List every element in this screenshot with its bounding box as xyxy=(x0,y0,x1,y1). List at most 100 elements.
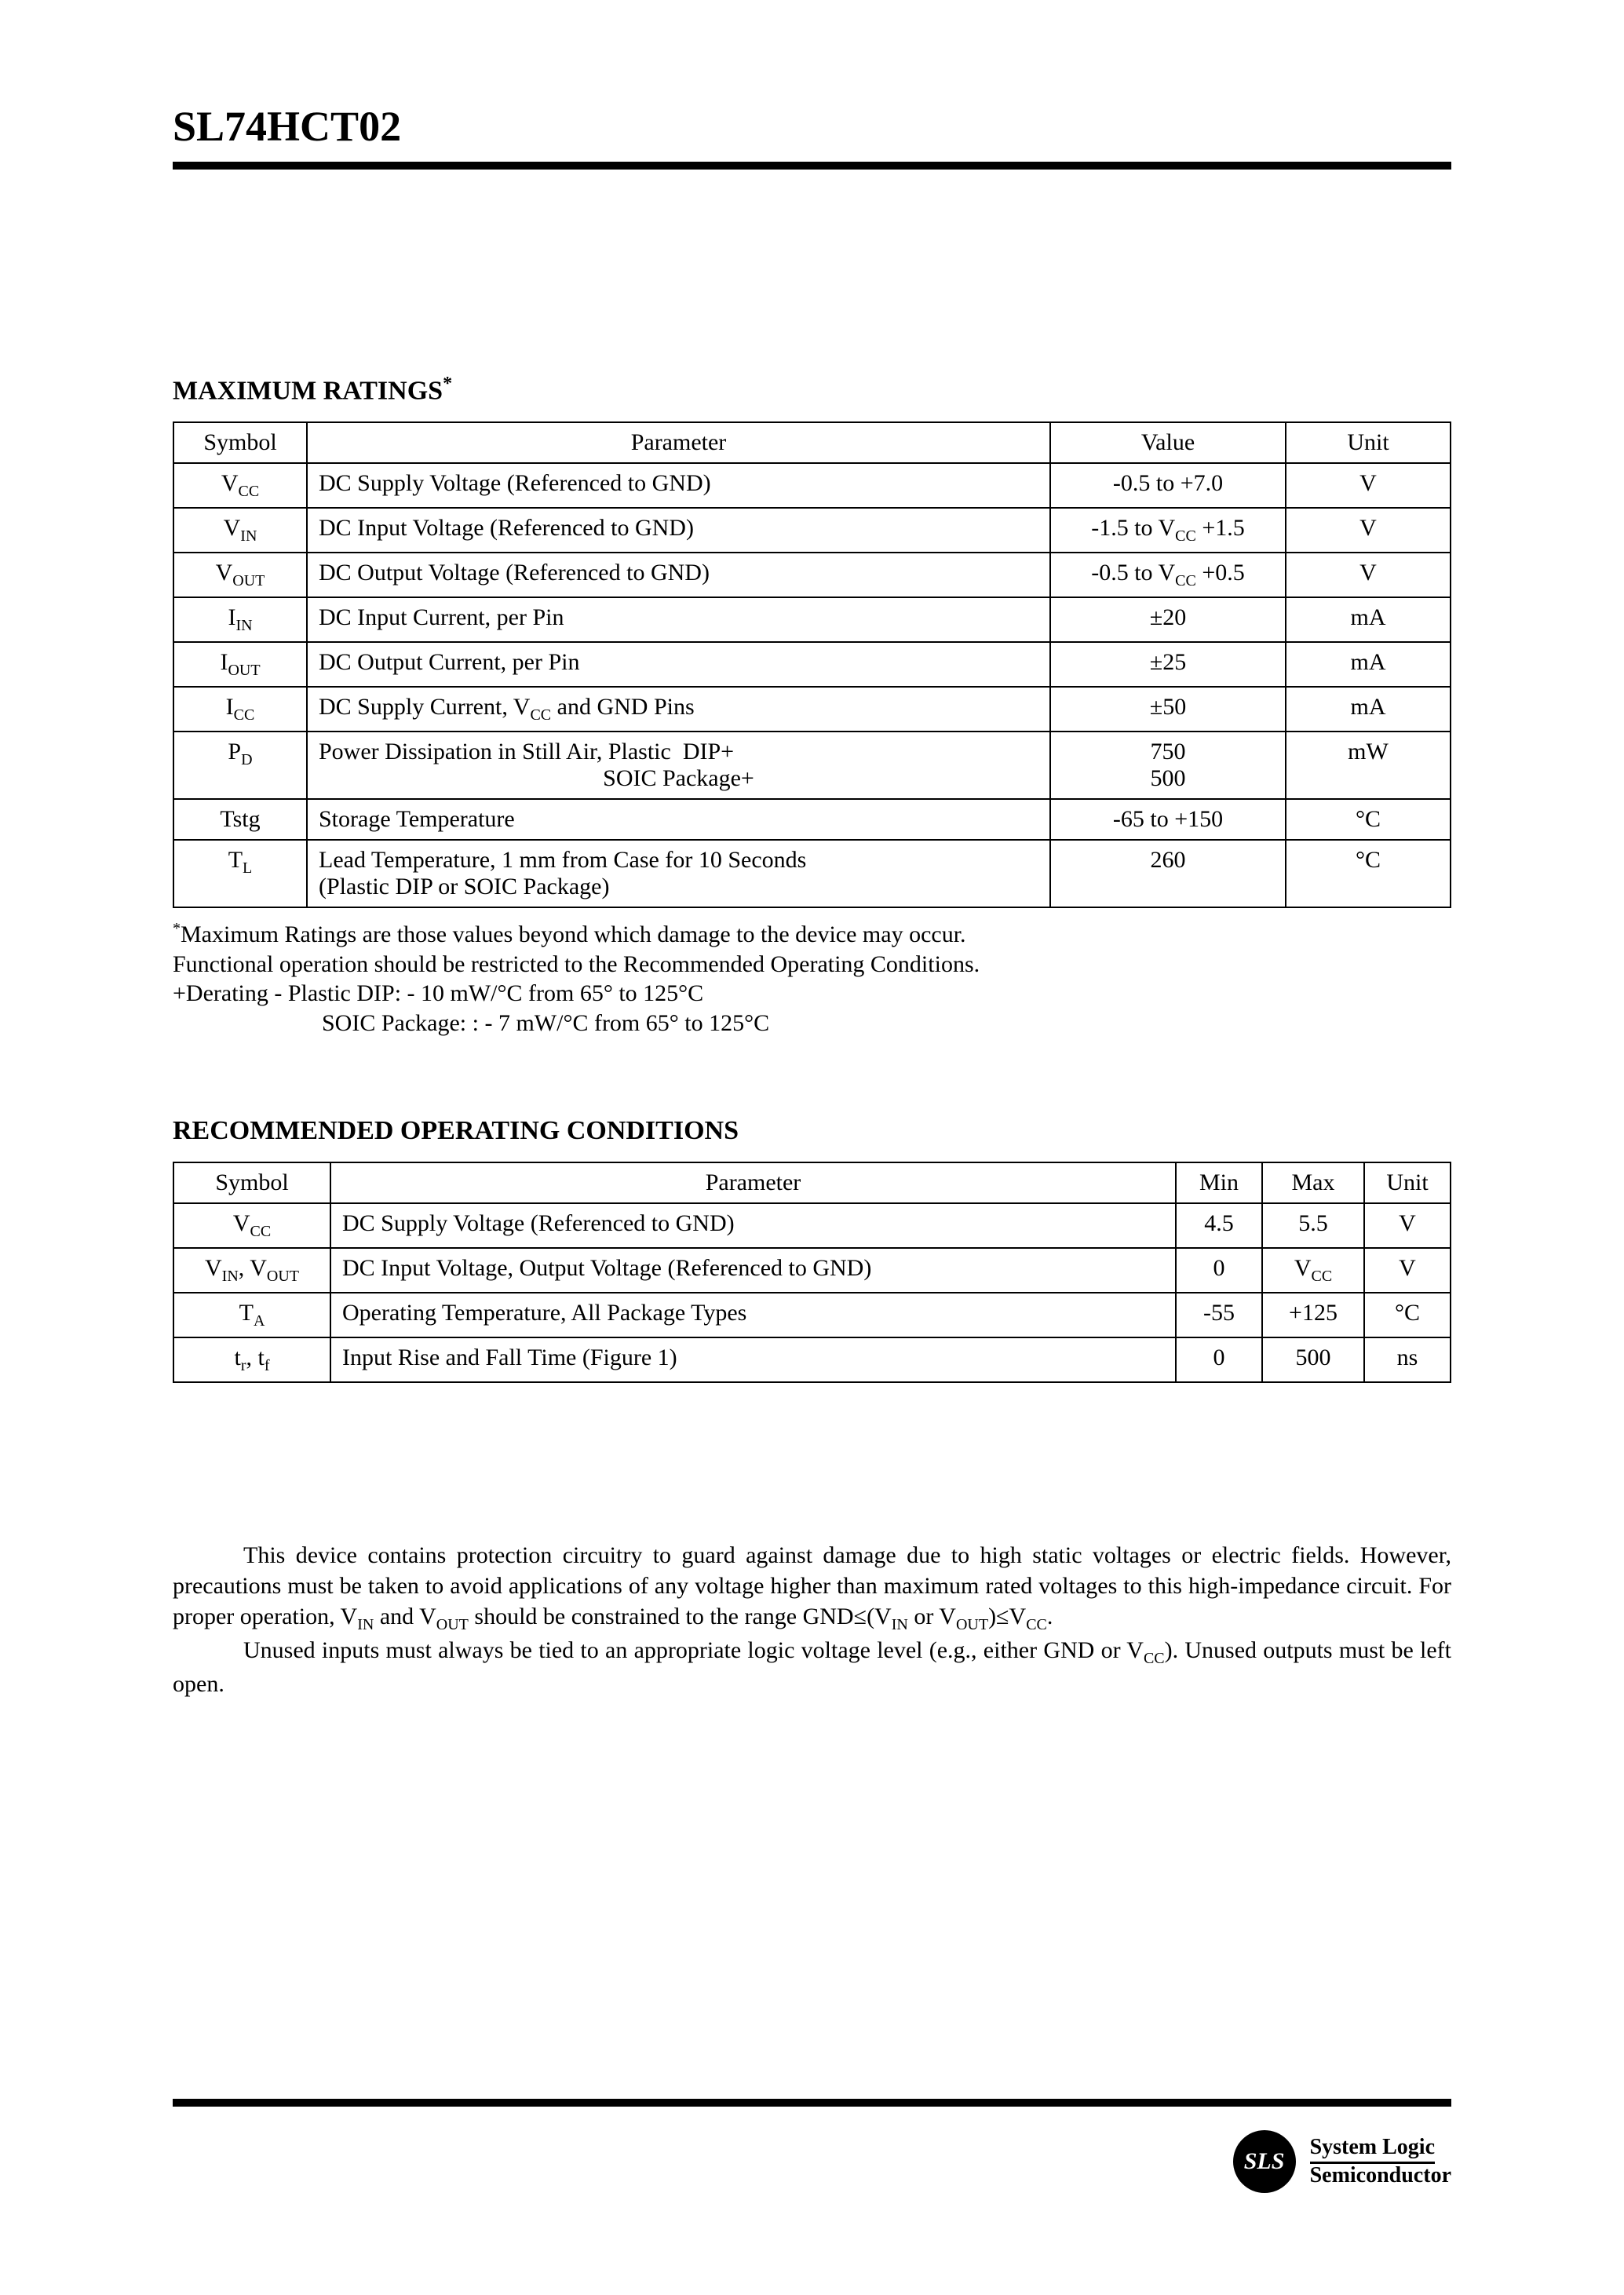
table-row: tr, tfInput Rise and Fall Time (Figure 1… xyxy=(173,1337,1451,1382)
parameter-cell: DC Supply Voltage (Referenced to GND) xyxy=(330,1203,1176,1248)
body-paragraphs: This device contains protection circuitr… xyxy=(173,1540,1451,1699)
max-cell: 5.5 xyxy=(1262,1203,1364,1248)
value-cell: ±20 xyxy=(1050,597,1286,642)
unit-cell: mW xyxy=(1286,732,1451,799)
value-cell: -1.5 to VCC +1.5 xyxy=(1050,508,1286,553)
parameter-cell: Power Dissipation in Still Air, Plastic … xyxy=(307,732,1050,799)
table-row: TstgStorage Temperature-65 to +150°C xyxy=(173,799,1451,840)
col-unit-header: Unit xyxy=(1286,422,1451,463)
unit-cell: ns xyxy=(1364,1337,1451,1382)
max-ratings-title: MAXIMUM RATINGS* xyxy=(173,374,1451,406)
footer-brand: SLS System Logic Semiconductor xyxy=(1233,2130,1451,2193)
parameter-cell: Input Rise and Fall Time (Figure 1) xyxy=(330,1337,1176,1382)
col-param-header: Parameter xyxy=(330,1162,1176,1203)
protection-paragraph: This device contains protection circuitr… xyxy=(173,1540,1451,1635)
footer-rule xyxy=(173,2099,1451,2107)
symbol-cell: ICC xyxy=(173,687,307,732)
table-row: IOUTDC Output Current, per Pin±25mA xyxy=(173,642,1451,687)
recommended-conditions-title: RECOMMENDED OPERATING CONDITIONS xyxy=(173,1116,1451,1146)
table-row: VCCDC Supply Voltage (Referenced to GND)… xyxy=(173,1203,1451,1248)
part-number-heading: SL74HCT02 xyxy=(173,102,1451,151)
symbol-cell: VCC xyxy=(173,463,307,508)
max-ratings-table: Symbol Parameter Value Unit VCCDC Supply… xyxy=(173,421,1451,908)
parameter-cell: Lead Temperature, 1 mm from Case for 10 … xyxy=(307,840,1050,907)
value-cell: 750500 xyxy=(1050,732,1286,799)
symbol-cell: IIN xyxy=(173,597,307,642)
value-cell: ±50 xyxy=(1050,687,1286,732)
col-value-header: Value xyxy=(1050,422,1286,463)
table-row: PDPower Dissipation in Still Air, Plasti… xyxy=(173,732,1451,799)
unit-cell: V xyxy=(1364,1203,1451,1248)
symbol-cell: TA xyxy=(173,1293,330,1337)
parameter-cell: DC Output Voltage (Referenced to GND) xyxy=(307,553,1050,597)
symbol-cell: VIN xyxy=(173,508,307,553)
unit-cell: °C xyxy=(1286,799,1451,840)
parameter-cell: DC Supply Current, VCC and GND Pins xyxy=(307,687,1050,732)
parameter-cell: DC Input Voltage, Output Voltage (Refere… xyxy=(330,1248,1176,1293)
parameter-cell: DC Input Current, per Pin xyxy=(307,597,1050,642)
brand-line1: System Logic xyxy=(1310,2136,1435,2164)
brand-text: System Logic Semiconductor xyxy=(1310,2136,1451,2188)
col-unit-header: Unit xyxy=(1364,1162,1451,1203)
unit-cell: mA xyxy=(1286,642,1451,687)
note-line: *Maximum Ratings are those values beyond… xyxy=(173,919,1451,950)
recommended-conditions-table: Symbol Parameter Min Max Unit VCCDC Supp… xyxy=(173,1162,1451,1383)
unit-cell: °C xyxy=(1286,840,1451,907)
table-row: TAOperating Temperature, All Package Typ… xyxy=(173,1293,1451,1337)
table-row: TLLead Temperature, 1 mm from Case for 1… xyxy=(173,840,1451,907)
symbol-cell: VOUT xyxy=(173,553,307,597)
min-cell: 4.5 xyxy=(1176,1203,1262,1248)
col-max-header: Max xyxy=(1262,1162,1364,1203)
unit-cell: °C xyxy=(1364,1293,1451,1337)
max-cell: +125 xyxy=(1262,1293,1364,1337)
symbol-cell: VIN, VOUT xyxy=(173,1248,330,1293)
unit-cell: V xyxy=(1364,1248,1451,1293)
value-cell: -65 to +150 xyxy=(1050,799,1286,840)
symbol-cell: IOUT xyxy=(173,642,307,687)
col-min-header: Min xyxy=(1176,1162,1262,1203)
unit-cell: V xyxy=(1286,463,1451,508)
max-cell: VCC xyxy=(1262,1248,1364,1293)
min-cell: 0 xyxy=(1176,1337,1262,1382)
parameter-cell: DC Output Current, per Pin xyxy=(307,642,1050,687)
table-row: VCCDC Supply Voltage (Referenced to GND)… xyxy=(173,463,1451,508)
max-cell: 500 xyxy=(1262,1337,1364,1382)
col-symbol-header: Symbol xyxy=(173,1162,330,1203)
unit-cell: mA xyxy=(1286,687,1451,732)
parameter-cell: DC Supply Voltage (Referenced to GND) xyxy=(307,463,1050,508)
page-footer: SLS System Logic Semiconductor xyxy=(173,2099,1451,2193)
parameter-cell: Storage Temperature xyxy=(307,799,1050,840)
table-row: VIN, VOUTDC Input Voltage, Output Voltag… xyxy=(173,1248,1451,1293)
brand-line2: Semiconductor xyxy=(1310,2163,1451,2187)
note-line: Functional operation should be restricte… xyxy=(173,950,1451,980)
col-param-header: Parameter xyxy=(307,422,1050,463)
min-cell: 0 xyxy=(1176,1248,1262,1293)
max-ratings-notes: *Maximum Ratings are those values beyond… xyxy=(173,919,1451,1038)
table-header-row: Symbol Parameter Value Unit xyxy=(173,422,1451,463)
value-cell: ±25 xyxy=(1050,642,1286,687)
symbol-cell: VCC xyxy=(173,1203,330,1248)
unused-inputs-paragraph: Unused inputs must always be tied to an … xyxy=(173,1635,1451,1699)
value-cell: 260 xyxy=(1050,840,1286,907)
header-rule xyxy=(173,162,1451,170)
note-line: SOIC Package: : - 7 mW/°C from 65° to 12… xyxy=(173,1009,1451,1038)
symbol-cell: PD xyxy=(173,732,307,799)
table-row: VOUTDC Output Voltage (Referenced to GND… xyxy=(173,553,1451,597)
min-cell: -55 xyxy=(1176,1293,1262,1337)
value-cell: -0.5 to +7.0 xyxy=(1050,463,1286,508)
sls-logo-icon: SLS xyxy=(1233,2130,1296,2193)
parameter-cell: DC Input Voltage (Referenced to GND) xyxy=(307,508,1050,553)
unit-cell: V xyxy=(1286,508,1451,553)
table-header-row: Symbol Parameter Min Max Unit xyxy=(173,1162,1451,1203)
value-cell: -0.5 to VCC +0.5 xyxy=(1050,553,1286,597)
table-row: ICCDC Supply Current, VCC and GND Pins±5… xyxy=(173,687,1451,732)
symbol-cell: Tstg xyxy=(173,799,307,840)
unit-cell: mA xyxy=(1286,597,1451,642)
symbol-cell: TL xyxy=(173,840,307,907)
note-line: +Derating - Plastic DIP: - 10 mW/°C from… xyxy=(173,979,1451,1009)
symbol-cell: tr, tf xyxy=(173,1337,330,1382)
col-symbol-header: Symbol xyxy=(173,422,307,463)
unit-cell: V xyxy=(1286,553,1451,597)
parameter-cell: Operating Temperature, All Package Types xyxy=(330,1293,1176,1337)
table-row: IINDC Input Current, per Pin±20mA xyxy=(173,597,1451,642)
